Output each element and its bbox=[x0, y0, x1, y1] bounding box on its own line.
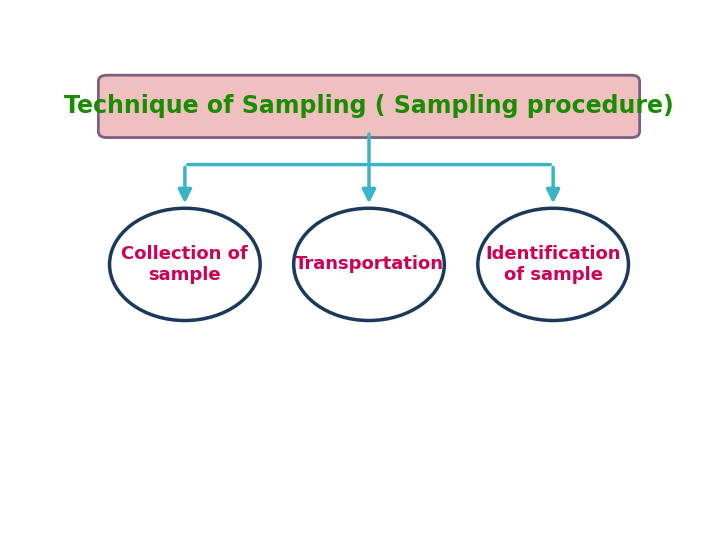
FancyBboxPatch shape bbox=[99, 75, 639, 138]
Text: Transportation: Transportation bbox=[294, 255, 444, 273]
Ellipse shape bbox=[478, 208, 629, 321]
Ellipse shape bbox=[294, 208, 444, 321]
Text: Collection of
sample: Collection of sample bbox=[122, 245, 248, 284]
Text: Identification
of sample: Identification of sample bbox=[485, 245, 621, 284]
Ellipse shape bbox=[109, 208, 260, 321]
Text: Technique of Sampling ( Sampling procedure): Technique of Sampling ( Sampling procedu… bbox=[64, 94, 674, 118]
